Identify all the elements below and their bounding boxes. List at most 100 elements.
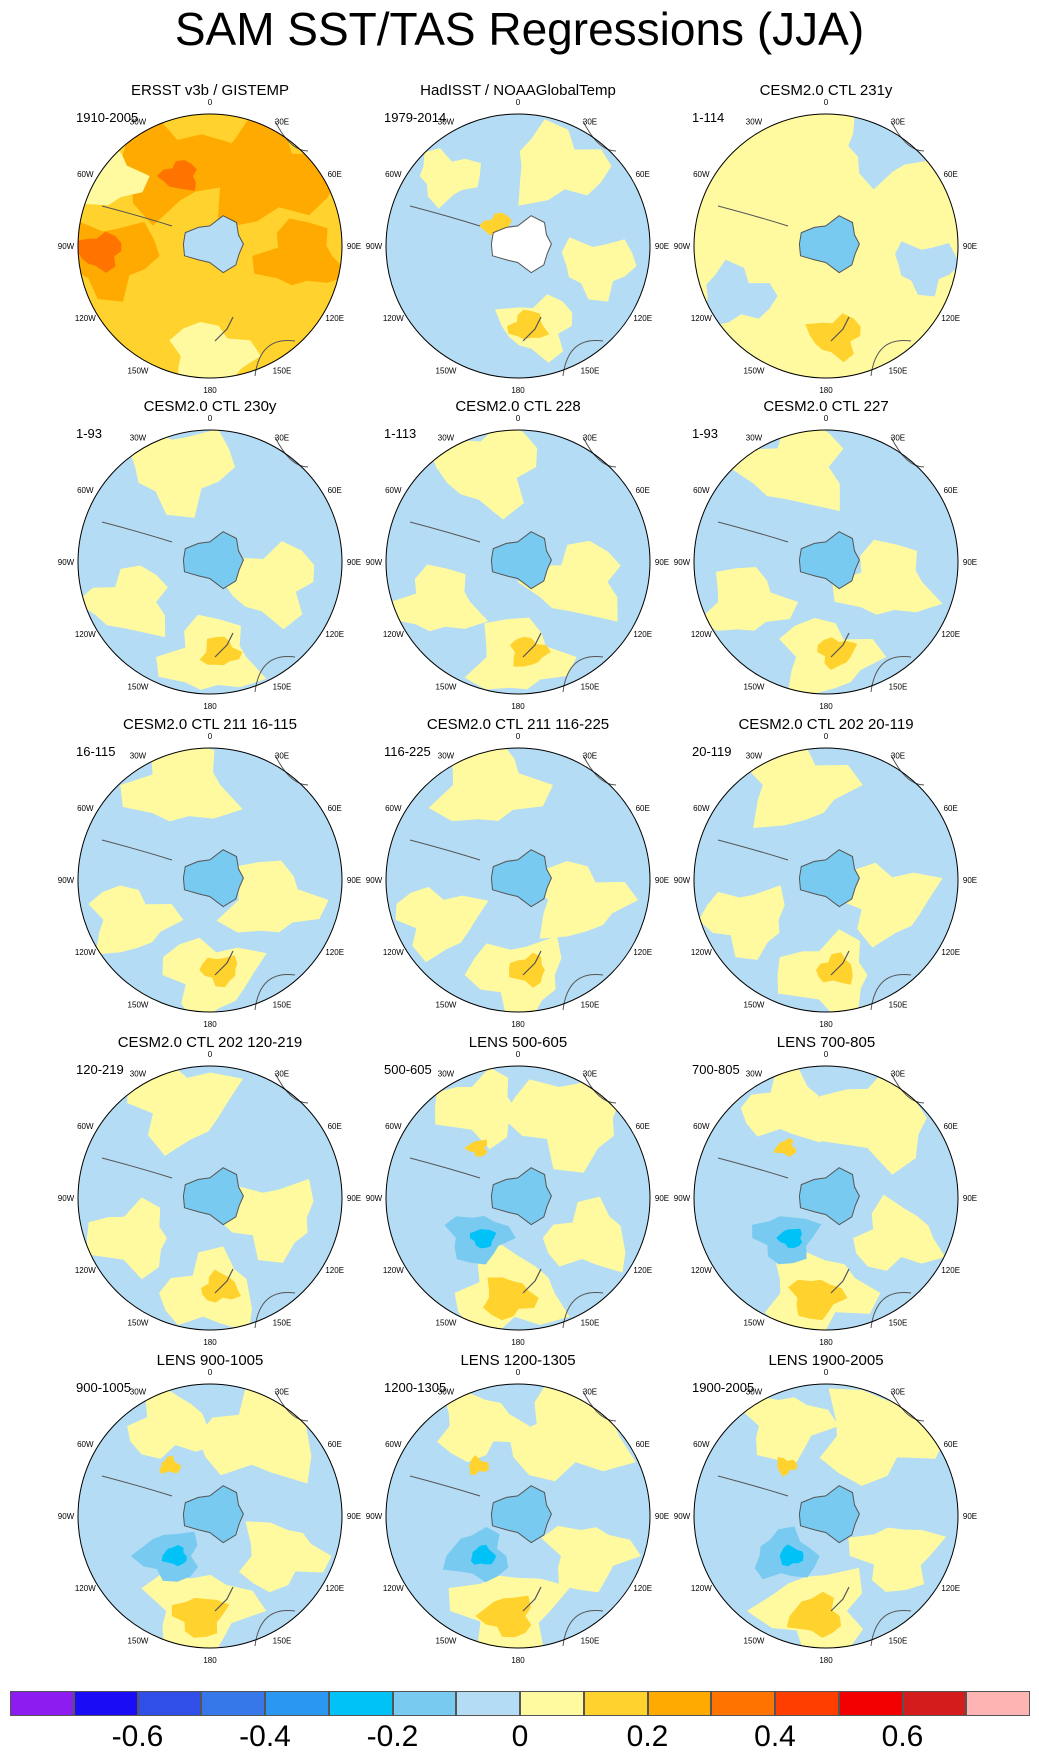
polar-map: 0 30E 60E 90E 120E 150E 180 150W 120W 90W 60W 30W <box>674 98 977 395</box>
antarctica-outline <box>182 1485 244 1544</box>
panel-period: 1-93 <box>76 426 103 441</box>
colorbar-swatch <box>265 1691 329 1716</box>
longitude-label: 90W <box>366 242 383 251</box>
longitude-label: 0 <box>824 1368 829 1377</box>
colorbar-tick-label: 0.4 <box>754 1720 796 1753</box>
africa-coast <box>890 436 925 468</box>
africa-coast <box>582 754 617 786</box>
south-america-coast <box>717 1157 789 1179</box>
longitude-label: 120E <box>633 314 652 323</box>
longitude-label: 90W <box>674 242 691 251</box>
africa-coast <box>582 436 617 468</box>
panel-title: ERSST v3b / GISTEMP <box>130 82 290 99</box>
longitude-label: 60E <box>636 804 650 813</box>
longitude-label: 30E <box>583 117 597 126</box>
longitude-label: 120W <box>691 630 712 639</box>
longitude-label: 90W <box>58 558 75 567</box>
longitude-label: 60W <box>693 486 710 495</box>
south-america-coast <box>409 839 481 861</box>
longitude-label: 180 <box>203 386 217 395</box>
map-panel: CESM2.0 CTL 202 20-119 20-119 0 30E 60E 90E 12… <box>674 716 977 1029</box>
panel-period: 120-219 <box>76 1062 124 1077</box>
new-zealand-outline <box>214 1586 234 1612</box>
longitude-label: 180 <box>203 702 217 711</box>
colorbar-tick-label: -0.6 <box>111 1720 164 1753</box>
new-zealand-outline <box>830 632 850 658</box>
longitude-label: 150W <box>436 683 457 692</box>
longitude-label: 150E <box>581 683 600 692</box>
longitude-label: 0 <box>516 414 521 423</box>
longitude-label: 180 <box>203 1338 217 1347</box>
map-panel: LENS 1900-2005 1900-2005 0 30E 60E 90E 120E 150… <box>674 1352 977 1665</box>
colorbar-tick-label: 0 <box>511 1720 529 1753</box>
longitude-label: 120W <box>691 1266 712 1275</box>
longitude-label: 120W <box>75 1266 96 1275</box>
longitude-label: 60E <box>328 1122 342 1131</box>
colorbar-swatch <box>392 1691 457 1716</box>
longitude-label: 120W <box>691 1584 712 1593</box>
longitude-label: 0 <box>516 1050 521 1059</box>
australia-coast <box>562 339 604 377</box>
longitude-label: 150W <box>744 683 765 692</box>
colorbar-tick-label: -0.2 <box>366 1720 419 1753</box>
colorbar-swatch <box>137 1691 202 1716</box>
longitude-label: 60W <box>693 1440 710 1449</box>
longitude-label: 30E <box>891 117 905 126</box>
south-america-coast <box>101 205 173 227</box>
longitude-label: 60W <box>385 1122 402 1131</box>
south-america-coast <box>101 839 173 861</box>
map-panel: LENS 500-605 500-605 0 30E 60E 90E 120E 150E 180… <box>366 1034 669 1347</box>
longitude-label: 60E <box>944 1122 958 1131</box>
longitude-label: 120W <box>75 314 96 323</box>
longitude-label: 30E <box>891 751 905 760</box>
panel-title: CESM2.0 CTL 227 <box>763 398 889 415</box>
longitude-label: 30W <box>130 751 147 760</box>
map-boundary <box>77 429 343 695</box>
panel-period: 16-115 <box>76 744 116 759</box>
colorbar-tick-label: -0.4 <box>239 1720 291 1753</box>
longitude-label: 90W <box>58 876 75 885</box>
panel-title: CESM2.0 CTL 211 116-225 <box>426 716 610 733</box>
map-panel: LENS 700-805 700-805 0 30E 60E 90E 120E 150E 180… <box>674 1034 977 1347</box>
longitude-label: 60E <box>944 804 958 813</box>
panel-title: CESM2.0 CTL 202 20-119 <box>738 716 914 733</box>
longitude-label: 60W <box>385 486 402 495</box>
colorbar-swatch <box>520 1691 584 1716</box>
panel-period: 1-113 <box>384 426 417 441</box>
longitude-label: 90W <box>366 1194 383 1203</box>
polar-map: 0 30E 60E 90E 120E 150E 180 150W 120W 90W 60W 30W <box>58 1050 361 1347</box>
longitude-label: 60W <box>693 170 710 179</box>
map-boundary <box>77 113 343 379</box>
longitude-label: 150E <box>581 1001 600 1010</box>
polar-map: 0 30E 60E 90E 120E 150E 180 150W 120W 90W 60W 30W <box>674 414 977 711</box>
australia-coast <box>870 339 912 377</box>
africa-coast <box>582 1390 617 1422</box>
antarctica-outline <box>798 1485 860 1544</box>
africa-coast <box>890 1390 925 1422</box>
longitude-label: 90E <box>347 242 361 251</box>
longitude-label: 60W <box>385 1440 402 1449</box>
longitude-label: 120E <box>941 1584 960 1593</box>
longitude-label: 30W <box>746 1387 763 1396</box>
longitude-label: 90E <box>963 1194 977 1203</box>
longitude-label: 30W <box>438 1069 455 1078</box>
longitude-label: 90E <box>655 558 669 567</box>
longitude-label: 180 <box>511 702 525 711</box>
new-zealand-outline <box>522 1586 542 1612</box>
panel-period: 500-605 <box>384 1062 432 1077</box>
longitude-label: 60E <box>944 486 958 495</box>
map-boundary <box>693 113 959 379</box>
africa-coast <box>890 754 925 786</box>
colorbar-swatch <box>328 1691 393 1716</box>
longitude-label: 60E <box>328 486 342 495</box>
australia-coast <box>254 1291 296 1329</box>
south-america-coast <box>409 1157 481 1179</box>
longitude-label: 30W <box>130 1069 147 1078</box>
map-boundary <box>693 429 959 695</box>
panel-period: 1-114 <box>692 110 725 125</box>
panel-title: CESM2.0 CTL 231y <box>759 82 893 99</box>
longitude-label: 30W <box>438 433 455 442</box>
longitude-label: 0 <box>516 732 521 741</box>
south-america-coast <box>409 205 481 227</box>
longitude-label: 120E <box>633 948 652 957</box>
